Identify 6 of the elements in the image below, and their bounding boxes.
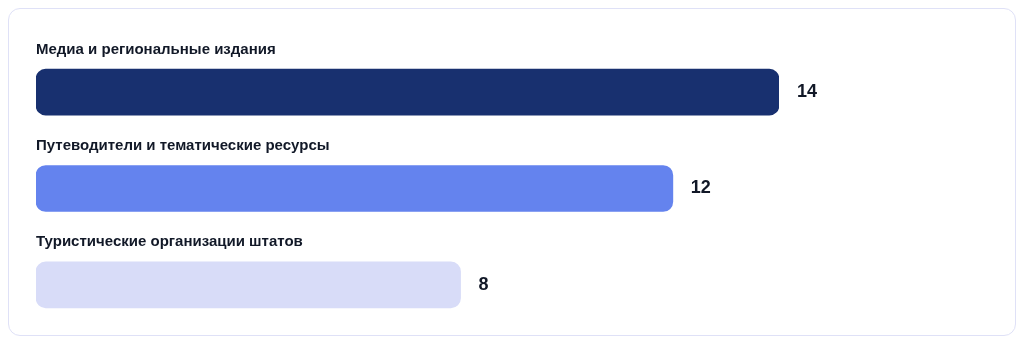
- y-tick-label: Медиа и региональные издания: [36, 39, 276, 57]
- data-label: 14: [797, 81, 818, 102]
- y-tick-label: Путеводители и тематические ресурсы: [36, 136, 330, 154]
- data-label: 8: [478, 273, 489, 294]
- y-tick-label: Туристические организации штатов: [36, 232, 303, 250]
- data-label: 12: [690, 177, 711, 198]
